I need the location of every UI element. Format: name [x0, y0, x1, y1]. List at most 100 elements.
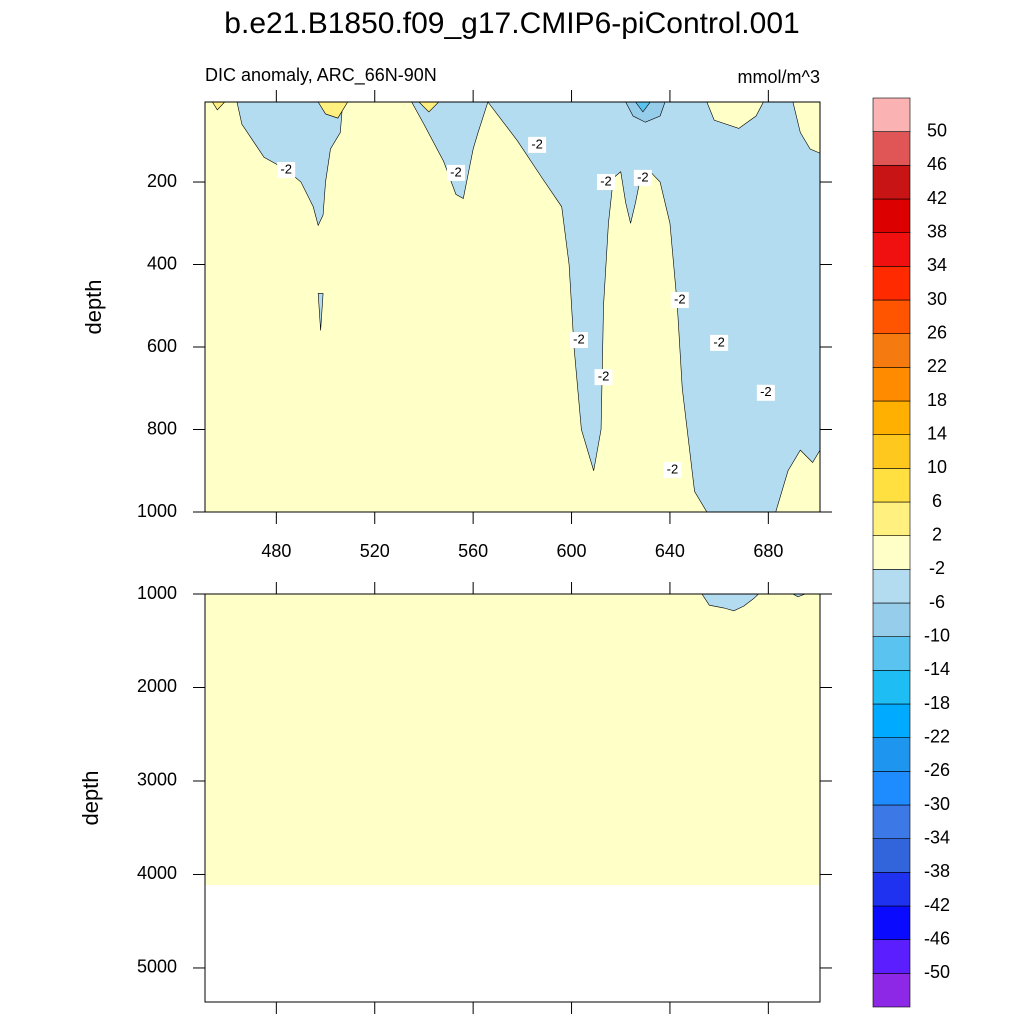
colorbar-label: -22	[924, 726, 950, 746]
colorbar-box	[872, 165, 911, 200]
contour-label: -2	[637, 169, 649, 184]
contour-region	[317, 293, 324, 331]
colorbar-box	[872, 501, 911, 536]
colorbar-box	[872, 299, 911, 334]
contour-region	[212, 102, 226, 111]
contour-region	[701, 594, 759, 612]
y-axis-label: depth	[81, 279, 106, 334]
colorbar-label: 14	[927, 423, 947, 443]
colorbar-box	[872, 737, 911, 772]
colorbar-box	[872, 602, 911, 637]
contour-region	[205, 594, 820, 885]
y-tick-label: 5000	[137, 957, 177, 977]
colorbar-label: 46	[927, 154, 947, 174]
colorbar-label: 38	[927, 221, 947, 241]
contour-label-bg	[670, 291, 689, 308]
colorbar-box	[872, 333, 911, 368]
contour-region	[792, 102, 820, 154]
y-axis-label: depth	[78, 770, 103, 825]
contour-label-bg	[756, 384, 775, 401]
y-tick-label: 3000	[137, 770, 177, 790]
y-tick-label: 400	[147, 253, 177, 273]
colorbar-label: -10	[924, 625, 950, 645]
y-tick-label: 800	[147, 418, 177, 438]
colorbar-box	[872, 636, 911, 671]
colorbar-box	[872, 468, 911, 503]
colorbar-box	[872, 771, 911, 806]
colorbar-label: 42	[927, 188, 947, 208]
plot-area: -2 -2 -2 -2 -2 -2 -2 -2 -2 -2 -2	[205, 102, 820, 512]
contour-label: -2	[667, 461, 679, 476]
contour-label-bg	[663, 461, 682, 478]
contour-region	[792, 594, 806, 598]
y-tick-label: 2000	[137, 676, 177, 696]
colorbar-label: 50	[927, 120, 947, 140]
x-tick-label: 560	[458, 541, 488, 561]
colorbar-box	[872, 367, 911, 402]
colorbar-box	[872, 434, 911, 469]
x-tick-label: 480	[261, 541, 291, 561]
contour-label: -2	[674, 291, 686, 306]
colorbar-box	[872, 838, 911, 873]
colorbar-label: -6	[929, 592, 945, 612]
chart-title: b.e21.B1850.f09_g17.CMIP6-piControl.001	[224, 7, 799, 40]
contour-region	[625, 102, 666, 123]
y-tick-label: 600	[147, 336, 177, 356]
colorbar-box	[872, 939, 911, 974]
contour-label: -2	[450, 164, 462, 179]
colorbar-label: -18	[924, 693, 950, 713]
colorbar-box	[872, 804, 911, 839]
contour-label-bg	[633, 169, 652, 186]
colorbar-box	[872, 872, 911, 907]
colorbar-label: -42	[924, 895, 950, 915]
colorbar-box	[872, 703, 911, 738]
contour-label: -2	[600, 173, 612, 188]
colorbar-box	[872, 569, 911, 604]
y-tick-label: 4000	[137, 863, 177, 883]
colorbar-label: -46	[924, 928, 950, 948]
colorbar-label: 6	[932, 491, 942, 511]
x-tick-label: 640	[655, 541, 685, 561]
contour-label-bg	[596, 174, 615, 191]
plot-frame	[204, 101, 821, 513]
contour-label: -2	[280, 161, 292, 176]
contour-label: -2	[598, 369, 610, 384]
y-tick-label: 1000	[137, 583, 177, 603]
contour-label: -2	[713, 334, 725, 349]
x-tick-label: 520	[360, 541, 390, 561]
colorbar-label: 10	[927, 457, 947, 477]
subtitle-right: mmol/m^3	[738, 67, 820, 87]
contour-label-bg	[528, 136, 547, 153]
x-tick-label: 600	[557, 541, 587, 561]
colorbar-box	[872, 905, 911, 940]
colorbar-box	[872, 232, 911, 267]
contour-label: -2	[760, 384, 772, 399]
colorbar-box	[872, 400, 911, 435]
colorbar-label: -34	[924, 827, 950, 847]
contour-region	[635, 102, 651, 113]
colorbar-box	[872, 131, 911, 166]
colorbar-label: 2	[932, 524, 942, 544]
contour-label-bg	[569, 331, 588, 348]
colorbar-label: -14	[924, 659, 950, 679]
contour-region	[487, 102, 820, 512]
contour-label: -2	[573, 331, 585, 346]
colorbar-label: 22	[927, 356, 947, 376]
colorbar-label: -38	[924, 861, 950, 881]
contour-region	[706, 102, 764, 129]
subtitle-left: DIC anomaly, ARC_66N-90N	[205, 65, 437, 86]
colorbar-box	[872, 973, 911, 1008]
colorbar-box	[872, 670, 911, 705]
colorbar-box	[872, 198, 911, 233]
contour-label-bg	[594, 369, 613, 386]
y-tick-label: 200	[147, 171, 177, 191]
contour-label-bg	[710, 334, 729, 351]
colorbar-label: -50	[924, 962, 950, 982]
colorbar-box	[872, 97, 911, 132]
y-tick-label: 1000	[137, 501, 177, 521]
colorbar-label: 30	[927, 289, 947, 309]
contour-region	[418, 102, 440, 113]
x-tick-label: 680	[753, 541, 783, 561]
